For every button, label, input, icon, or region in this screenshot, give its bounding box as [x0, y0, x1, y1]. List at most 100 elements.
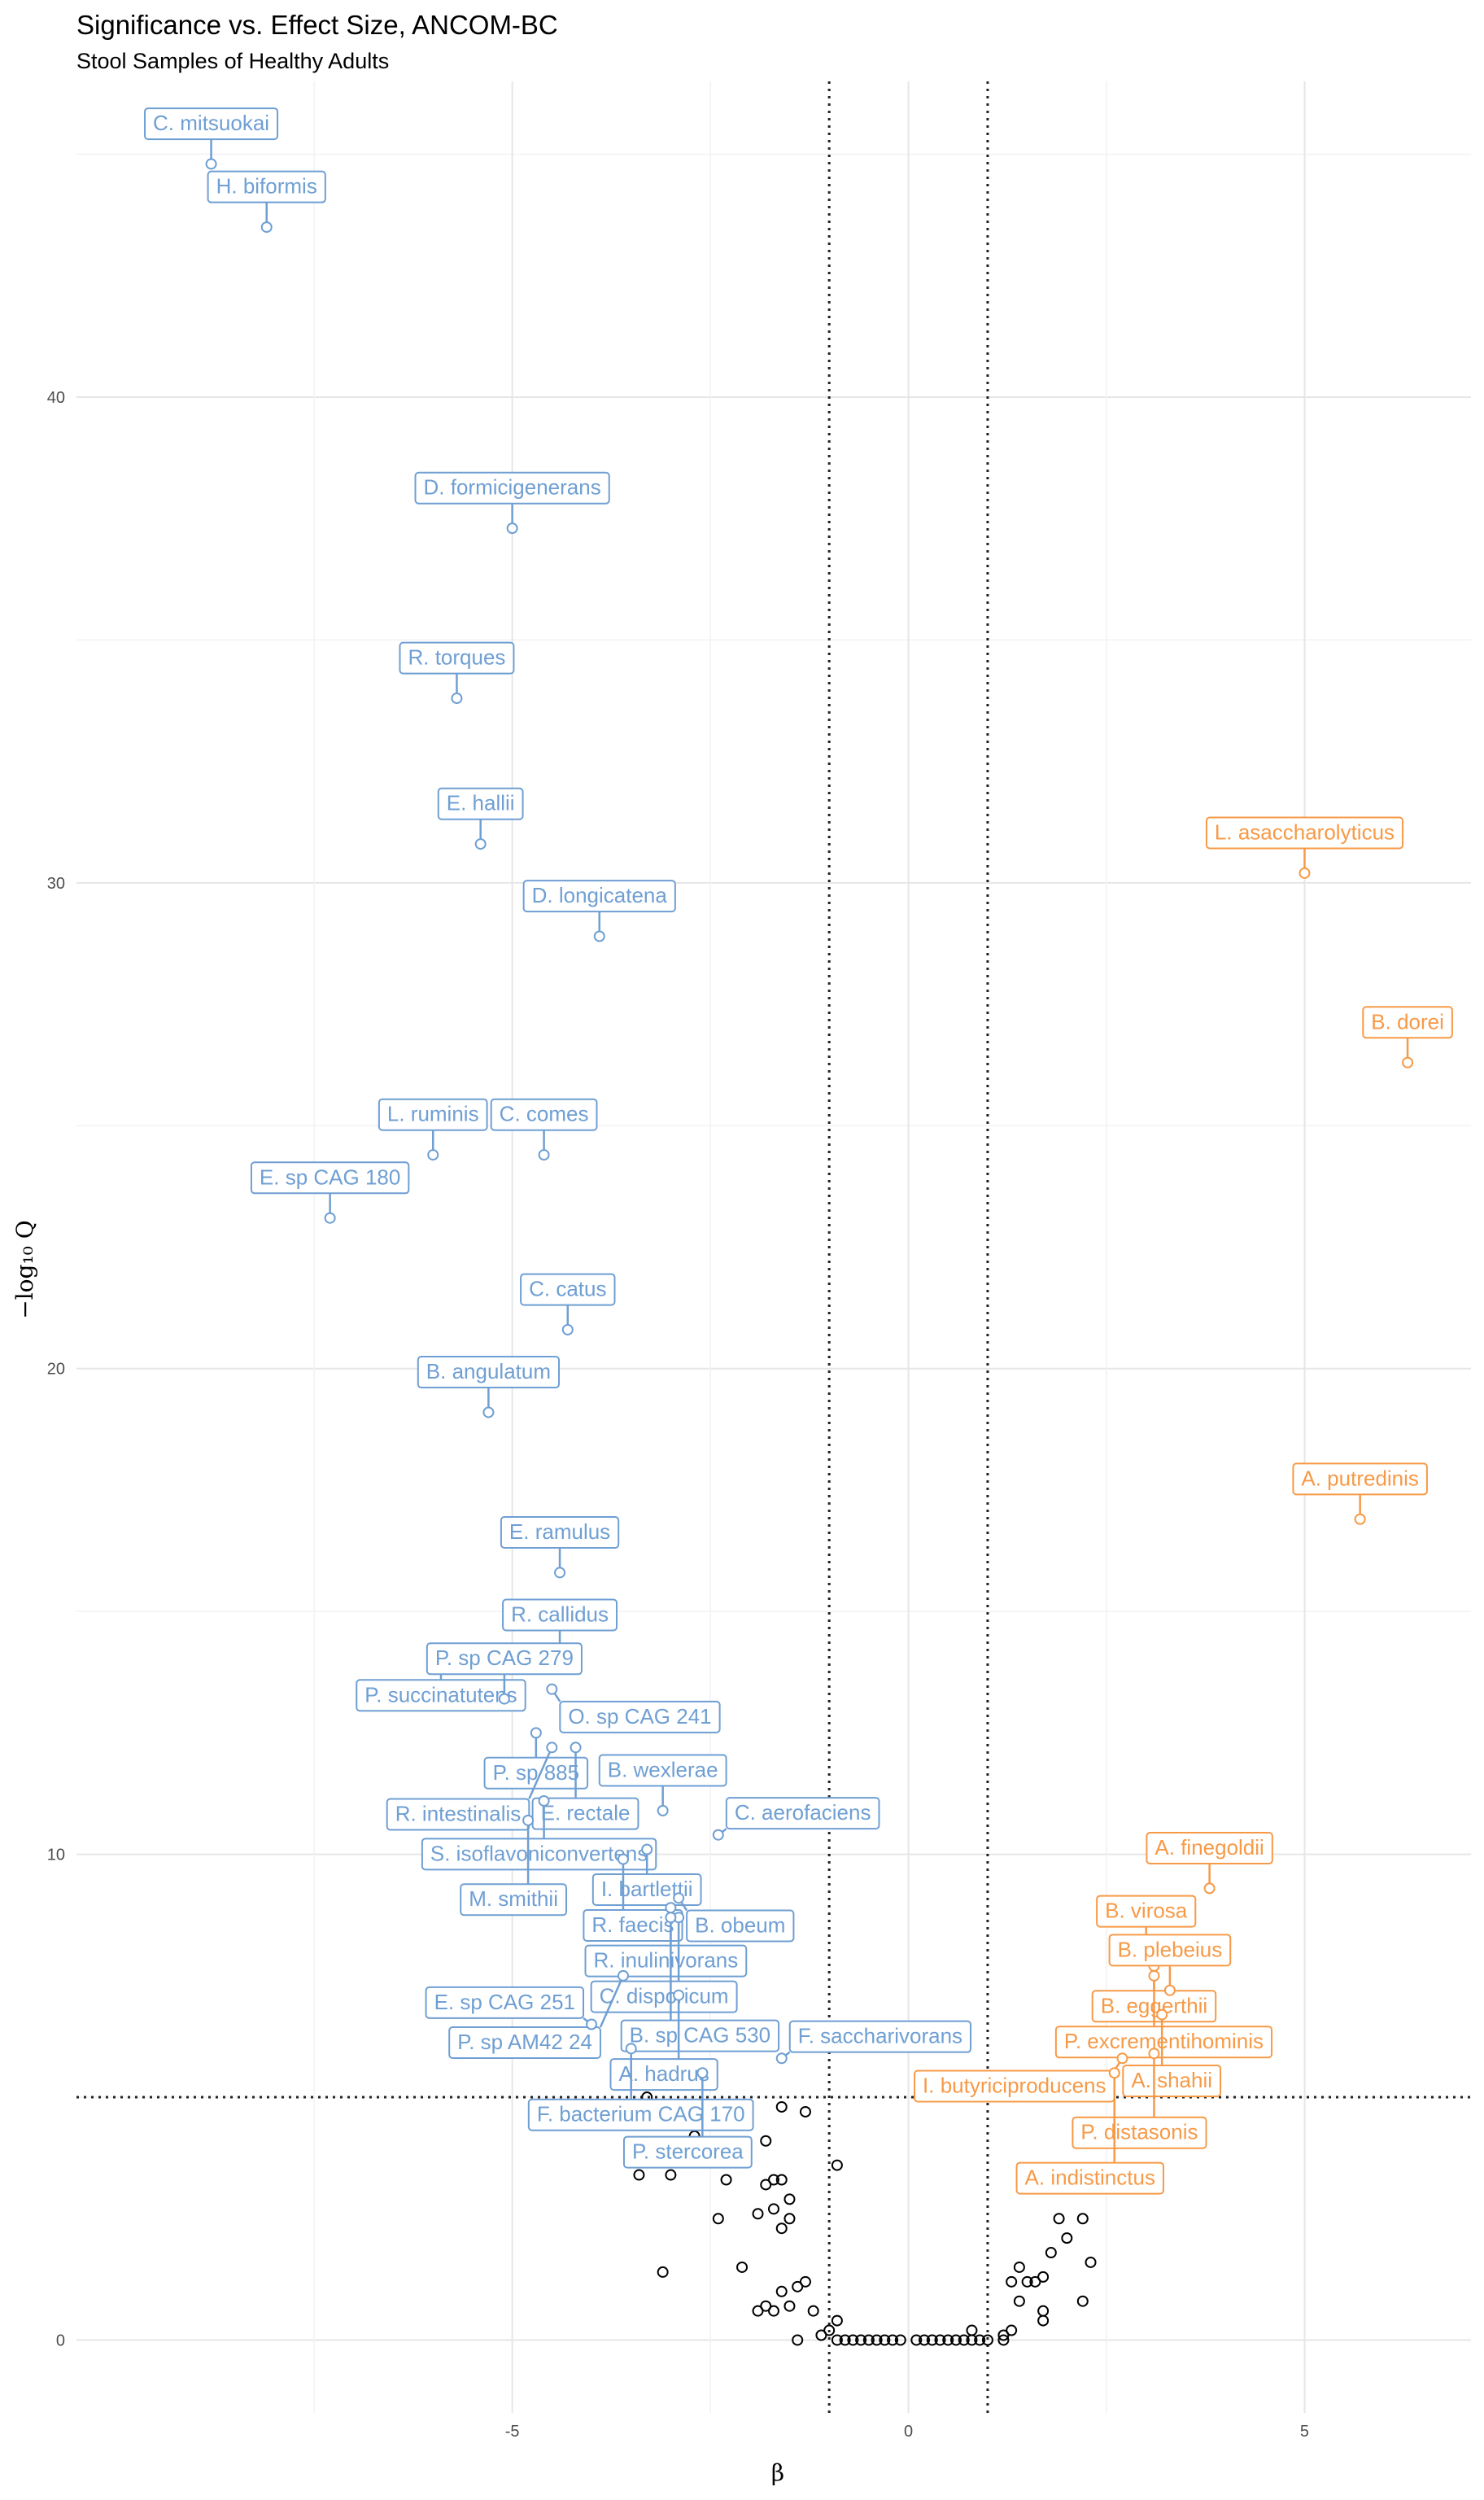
point-label: E. ramulus	[500, 1516, 620, 1579]
point	[926, 2334, 938, 2346]
label-box	[559, 1700, 721, 1733]
label-text: P. sp CAG 279	[435, 1646, 574, 1670]
label-text: B. dorei	[1371, 1009, 1444, 1034]
label-text: E. sp CAG 251	[434, 1990, 575, 2014]
point	[783, 2193, 796, 2205]
label-box	[490, 1098, 598, 1131]
label-text: I. butyriciproducens	[923, 2073, 1106, 2097]
point-label: A. indistinctus	[1015, 2067, 1164, 2195]
label-connector	[528, 1746, 553, 1799]
point	[871, 2334, 883, 2346]
label-box	[144, 107, 279, 141]
point-label: A. hadrus	[609, 1989, 718, 2091]
point-label: O. sp CAG 241	[546, 1683, 721, 1733]
highlighted-point	[1203, 1882, 1216, 1895]
point	[997, 2329, 1010, 2341]
point-label: L. asaccharolyticus	[1205, 816, 1404, 879]
label-text: L. ruminis	[387, 1102, 479, 1126]
label-box	[598, 1754, 727, 1787]
label-box	[448, 2026, 601, 2060]
x-tick-label: 0	[904, 2423, 913, 2441]
threshold-lines	[76, 81, 1471, 2413]
label-box	[414, 471, 610, 505]
label-box	[1072, 2116, 1207, 2149]
label-text: C. comes	[500, 1102, 589, 1126]
highlighted-point	[1148, 2048, 1160, 2060]
label-box	[1292, 1462, 1428, 1496]
label-box	[250, 1161, 410, 1195]
highlighted-point	[1402, 1056, 1414, 1069]
point	[1085, 2256, 1097, 2268]
label-text: A. finegoldii	[1154, 1835, 1264, 1860]
point-label: E. rectale	[531, 1742, 639, 1830]
point	[1006, 2275, 1018, 2288]
point-label: C. mitsuokai	[144, 107, 279, 170]
point-label: A. putredinis	[1292, 1462, 1428, 1525]
highlighted-point	[712, 1829, 724, 1841]
point	[958, 2334, 970, 2346]
point	[1021, 2275, 1033, 2288]
highlighted-point	[538, 1149, 550, 1161]
point	[768, 2174, 779, 2186]
label-text: D. longicatena	[532, 883, 668, 907]
point	[974, 2334, 986, 2346]
highlighted-point	[1298, 867, 1311, 879]
point	[760, 2300, 772, 2312]
point	[981, 2334, 993, 2346]
point-label: D. formicigenerans	[414, 471, 610, 535]
point	[934, 2334, 946, 2346]
highlighted-point	[1108, 2067, 1120, 2079]
label-box	[520, 1273, 616, 1306]
label-box	[356, 1679, 526, 1712]
point	[847, 2334, 859, 2346]
highlighted-point	[586, 2018, 598, 2030]
label-box	[1108, 1934, 1232, 1967]
label-text: B. wexlerae	[608, 1757, 718, 1781]
highlighted-point	[530, 1727, 542, 1739]
label-text: E. sp CAG 180	[260, 1165, 400, 1189]
point	[783, 2213, 796, 2225]
point-label: F. bacterium CAG 170	[527, 2043, 754, 2131]
chart-title: Significance vs. Effect Size, ANCOM-BC	[76, 10, 558, 40]
label-box	[1362, 1006, 1453, 1039]
highlighted-point	[546, 1742, 558, 1754]
label-box	[437, 787, 524, 820]
label-box	[207, 170, 326, 203]
point	[792, 2280, 804, 2292]
highlighted-point	[625, 2043, 637, 2055]
label-text: D. formicigenerans	[424, 475, 601, 500]
label-box	[425, 1986, 585, 2019]
highlighted-point	[1148, 1969, 1160, 1982]
highlighted-point	[775, 2052, 788, 2065]
point	[768, 2203, 779, 2215]
point	[831, 2314, 843, 2327]
point	[879, 2334, 891, 2346]
y-tick-label: 20	[47, 1361, 65, 1379]
point-label: R. torques	[399, 641, 515, 705]
point-label: H. biformis	[207, 170, 326, 234]
point	[839, 2334, 851, 2346]
label-box	[500, 1516, 620, 1549]
point-label: B. plebeius	[1108, 1934, 1232, 1996]
point	[775, 2100, 788, 2113]
point-label: C. disporicum	[590, 1912, 738, 2013]
point	[1037, 2271, 1050, 2283]
point	[887, 2334, 899, 2346]
label-text: P. sp 885	[493, 1760, 580, 1785]
point-label: A. shahii	[1122, 2008, 1222, 2097]
point	[823, 2324, 836, 2336]
label-text: B. obeum	[695, 1913, 785, 1938]
point	[712, 2213, 724, 2225]
y-tick-label: 0	[56, 2332, 65, 2349]
point-label: P. sp CAG 279	[426, 1642, 583, 1705]
x-tick-label: -5	[505, 2423, 520, 2441]
label-box	[1146, 1831, 1273, 1864]
point-label: E. sp CAG 180	[250, 1161, 410, 1224]
point	[815, 2329, 827, 2341]
point-label: M. smithii	[460, 1814, 567, 1917]
x-axis-title: β	[771, 2459, 784, 2486]
point	[775, 2285, 788, 2297]
highlighted-point	[324, 1212, 336, 1224]
label-text: B. plebeius	[1118, 1937, 1223, 1961]
point	[775, 2222, 788, 2235]
